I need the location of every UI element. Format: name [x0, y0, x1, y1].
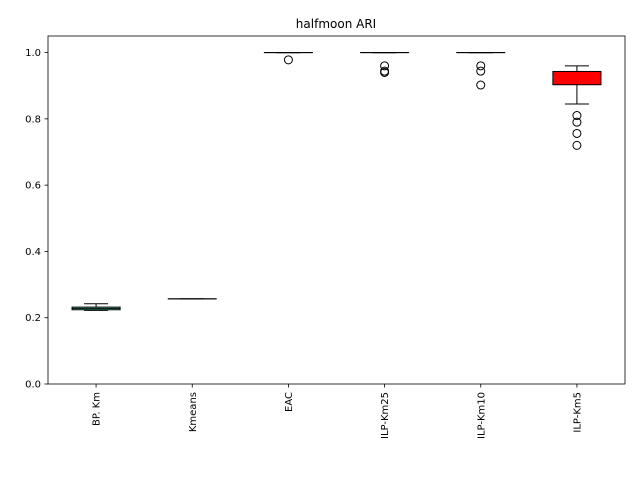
outlier-point	[380, 67, 390, 77]
outlier-point	[476, 66, 486, 76]
y-tick-label: 1.0	[25, 48, 41, 59]
outlier-point	[380, 61, 390, 71]
box	[552, 70, 602, 86]
outlier-point	[572, 128, 582, 138]
outlier-point	[476, 80, 486, 90]
x-tick-label: ILP-Km25	[380, 392, 391, 439]
chart-title: halfmoon ARI	[296, 17, 376, 31]
outlier-point	[572, 111, 582, 121]
y-tick-label: 0.0	[25, 380, 41, 391]
plot-area: 0.0 0.2 0.4 0.6 0.8 1.0 BP. Km Kmeans EAC ILP-Km2…	[25, 35, 626, 439]
y-tick-label: 0.8	[25, 114, 41, 125]
x-tick-label: ILP-Km5	[572, 392, 583, 433]
x-tick-label: BP. Km	[92, 392, 103, 426]
axes-frame	[47, 35, 626, 385]
outlier-point	[572, 140, 582, 150]
x-tick-label: EAC	[284, 392, 295, 412]
outlier-point	[283, 55, 293, 65]
y-tick-label: 0.4	[25, 247, 41, 258]
x-tick-label: ILP-Km10	[476, 392, 487, 439]
y-tick-label: 0.2	[25, 313, 41, 324]
outlier-point	[476, 61, 486, 71]
outlier-point	[572, 117, 582, 127]
x-tick-label: Kmeans	[188, 392, 199, 432]
y-tick-label: 0.6	[25, 181, 41, 192]
